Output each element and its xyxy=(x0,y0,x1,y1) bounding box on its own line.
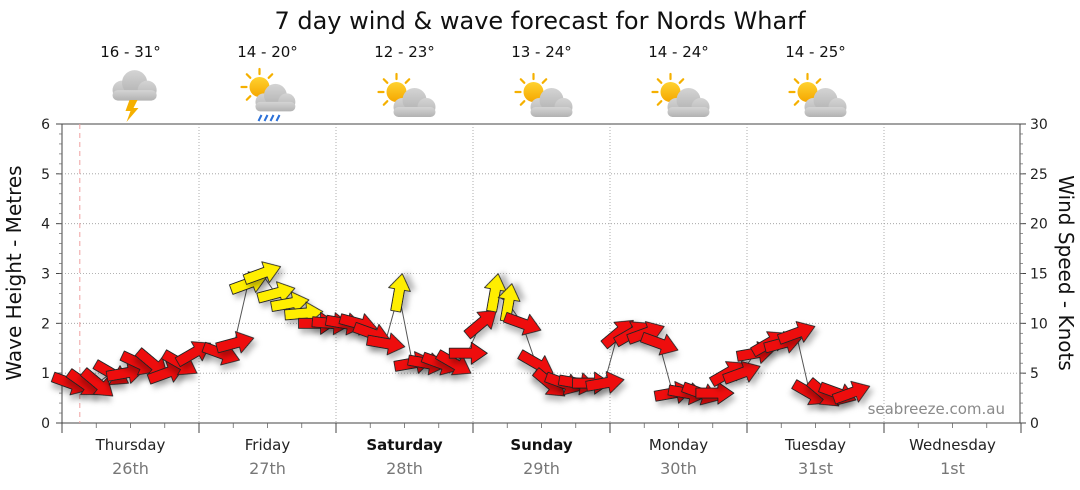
sun-cloud-icon xyxy=(651,72,710,117)
wind-arrow xyxy=(722,361,761,385)
day-temperature: 12 - 23° xyxy=(374,43,435,61)
day-temperature: 14 - 24° xyxy=(648,43,709,61)
left-tick-label: 1 xyxy=(41,366,50,382)
wind-arrow xyxy=(270,291,310,314)
right-tick-label: 10 xyxy=(1030,316,1048,332)
day-temperature: 14 - 20° xyxy=(237,43,298,61)
wind-arrow xyxy=(484,273,507,313)
right-axis: 0 5 10 15 20 25 30 xyxy=(1020,117,1048,432)
left-tick-label: 4 xyxy=(41,217,50,233)
wind-arrow xyxy=(695,381,735,405)
right-tick-label: 20 xyxy=(1030,217,1048,233)
day-name-label: Sunday xyxy=(510,436,573,454)
day-date-label: 29th xyxy=(523,459,560,478)
left-tick-label: 5 xyxy=(41,167,50,183)
wind-arrow xyxy=(503,312,542,336)
left-tick-label: 2 xyxy=(41,316,50,332)
left-tick-label: 0 xyxy=(41,416,50,432)
wind-arrow xyxy=(640,331,679,356)
wind-arrow xyxy=(448,341,488,365)
day-date-label: 27th xyxy=(249,459,286,478)
day-temperature: 13 - 24° xyxy=(511,43,572,61)
day-name-label: Saturday xyxy=(366,436,443,454)
watermark: seabreeze.com.au xyxy=(868,400,1005,418)
day-name-label: Tuesday xyxy=(784,436,846,454)
day-name-label: Thursday xyxy=(95,436,166,454)
wind-arrows-series xyxy=(50,261,871,407)
chart-title: 7 day wind & wave forecast for Nords Wha… xyxy=(274,7,806,35)
wind-arrow xyxy=(463,310,497,340)
right-tick-label: 0 xyxy=(1030,416,1039,432)
wind-arrow xyxy=(215,331,255,354)
left-tick-label: 6 xyxy=(41,117,50,133)
day-temperature: 14 - 25° xyxy=(785,43,846,61)
sun-cloud-rain-icon xyxy=(240,67,296,122)
left-axis: 0 1 2 3 4 5 6 xyxy=(41,117,62,432)
day-date-label: 28th xyxy=(386,459,423,478)
sun-cloud-icon xyxy=(788,72,847,117)
storm-icon xyxy=(112,70,157,122)
day-name-label: Monday xyxy=(649,436,708,454)
right-tick-label: 15 xyxy=(1030,267,1048,283)
wind-arrow xyxy=(777,321,816,345)
right-tick-label: 30 xyxy=(1030,117,1048,133)
wind-arrow xyxy=(831,380,871,405)
wind-arrow xyxy=(242,261,282,285)
day-name-label: Friday xyxy=(245,436,291,454)
right-axis-label: Wind Speed - Knots xyxy=(1054,175,1078,371)
wind-arrow xyxy=(585,371,625,394)
wind-arrow xyxy=(388,273,411,313)
right-tick-label: 5 xyxy=(1030,366,1039,382)
day-date-label: 31st xyxy=(798,459,833,478)
wind-arrow xyxy=(366,332,406,356)
x-axis-day-labels: Thursday 26th Friday 27th Saturday 28th Sunday… xyxy=(61,423,1022,478)
sun-cloud-icon xyxy=(514,72,573,117)
day-temperature: 16 - 31° xyxy=(100,43,161,61)
day-name-label: Wednesday xyxy=(909,436,996,454)
wind-arrow xyxy=(256,281,296,304)
right-tick-label: 25 xyxy=(1030,167,1048,183)
left-tick-label: 3 xyxy=(41,267,50,283)
day-date-label: 30th xyxy=(660,459,697,478)
wind-arrow xyxy=(435,349,472,376)
daily-forecast-header: 16 - 31° 14 - 20° 12 - 23° 13 - 24° 14 - 24°… xyxy=(100,43,847,122)
left-axis-label: Wave Height - Metres xyxy=(2,165,26,380)
day-date-label: 1st xyxy=(940,459,965,478)
wind-arrow xyxy=(79,367,114,397)
day-date-label: 26th xyxy=(112,459,149,478)
sun-cloud-icon xyxy=(377,72,436,117)
